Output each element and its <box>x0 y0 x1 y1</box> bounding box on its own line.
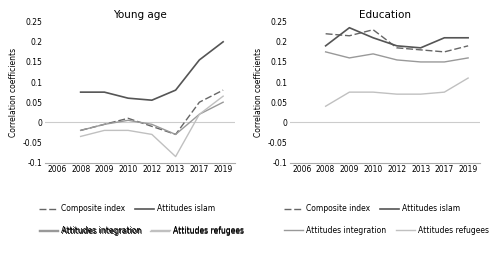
Y-axis label: Correlation coefficients: Correlation coefficients <box>254 48 264 137</box>
Title: Young age: Young age <box>113 9 167 20</box>
Y-axis label: Correlation coefficients: Correlation coefficients <box>10 48 18 137</box>
Legend: Attitudes integration, Attitudes refugees: Attitudes integration, Attitudes refugee… <box>40 227 244 236</box>
Title: Education: Education <box>359 9 411 20</box>
